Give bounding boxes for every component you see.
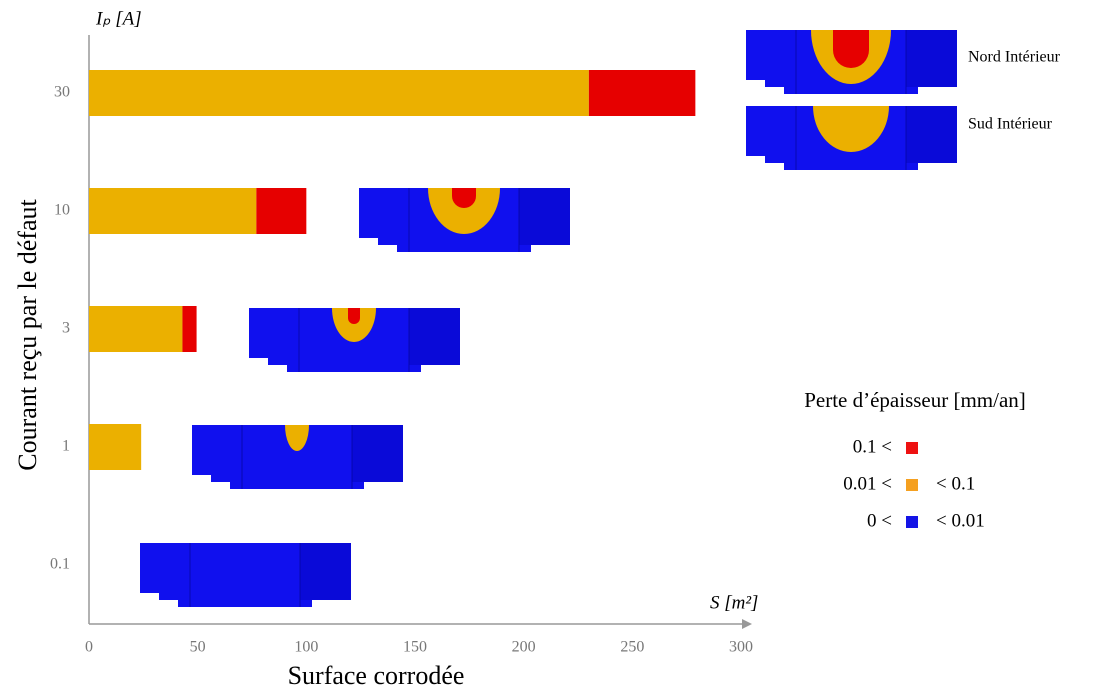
legend-swatch [906,516,918,528]
pipe-section [746,30,957,94]
x-unit: S [m²] [710,592,758,613]
legend-title: Perte d’épaisseur [mm/an] [804,388,1026,412]
corrosion-core [452,188,476,208]
legend-right: < 0.01 [936,510,985,531]
legend-swatch [906,442,918,454]
pipe-section [746,106,957,170]
corrosion-zone [332,308,376,342]
pipe-shade [409,308,460,365]
legend-left: 0 < [867,510,892,531]
corrosion-zone [813,106,889,152]
x-tick-label: 250 [620,639,644,656]
y-tick-label: 10 [54,202,70,219]
bar-segment [256,188,307,234]
y-tick-label: 1 [62,438,70,455]
y-axis-label: Courant reçu par le défaut [13,199,42,471]
pipe-section [140,543,351,607]
x-tick-label: 300 [729,639,753,656]
x-tick-label: 200 [512,639,536,656]
pipe-section [192,425,403,489]
x-tick-label: 50 [190,639,206,656]
annotation: Nord Intérieur [968,49,1061,66]
bar-segment [182,306,197,352]
pipe-section [249,308,460,372]
bar-segment [89,306,183,352]
corrosion-core [833,30,869,68]
pipe-shade [352,425,403,482]
legend-right: < 0.1 [936,473,975,494]
annotation: Sud Intérieur [968,116,1053,133]
legend-left: 0.01 < [843,473,892,494]
pipe-shape [140,543,351,607]
y-tick-label: 0.1 [50,556,70,573]
pipe-shade [906,30,957,87]
x-tick-label: 100 [294,639,318,656]
pipe-shade [906,106,957,163]
x-tick-label: 0 [85,639,93,656]
y-unit: Iₚ [A] [95,8,142,29]
corrosion-zone [285,425,309,451]
x-axis-label: Surface corrodée [288,661,465,690]
bar-segment [89,188,257,234]
pipe-shade [519,188,570,245]
pipe-shade [300,543,351,600]
corrosion-core [348,308,360,324]
x-tick-label: 150 [403,639,427,656]
y-tick-label: 30 [54,84,70,101]
x-axis-arrow [742,619,752,629]
bar-segment [89,424,142,470]
corrosion-zone [428,188,500,234]
legend-left: 0.1 < [853,436,892,457]
y-tick-label: 3 [62,320,70,337]
pipe-section [359,188,570,252]
legend-swatch [906,479,918,491]
bar-segment [89,70,589,116]
pipe-shape [192,425,403,489]
bar-segment [588,70,696,116]
